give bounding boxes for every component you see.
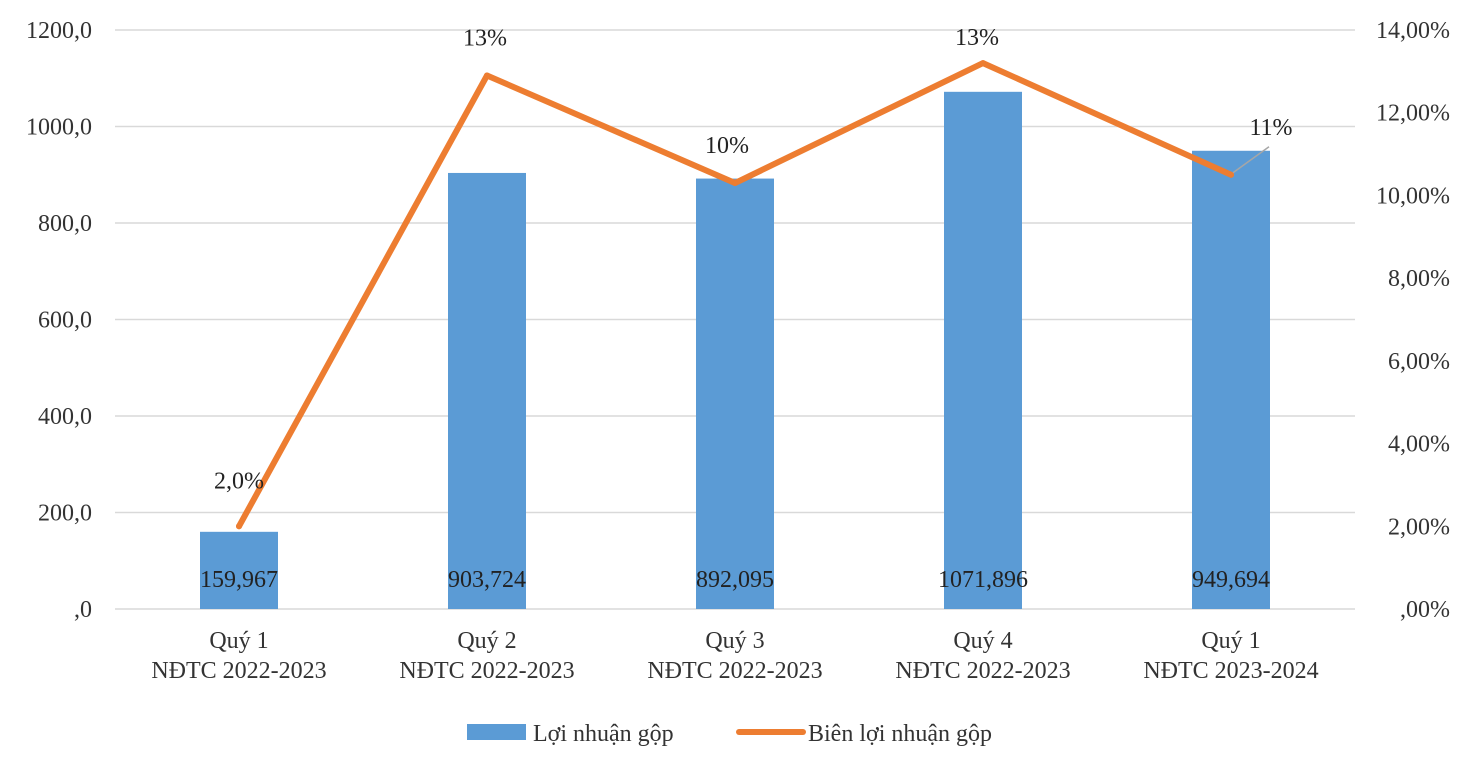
- y-left-tick-label: 800,0: [38, 211, 92, 237]
- line-data-label: 13%: [955, 25, 999, 51]
- x-tick-label: Quý 2 NĐTC 2022-2023: [399, 628, 574, 684]
- line-point: [236, 523, 242, 530]
- x-tick-label: Quý 1 NĐTC 2022-2023: [151, 628, 326, 684]
- y-left-tick-label: ,0: [74, 597, 92, 623]
- y-left-tick-label: 600,0: [38, 308, 92, 334]
- x-axis: Quý 1 NĐTC 2022-2023 Quý 2 NĐTC 2022-2023 Qu…: [151, 628, 1318, 684]
- line-data-label: 2,0%: [214, 468, 264, 494]
- legend-swatch-bar: [467, 724, 526, 740]
- y-right-tick-label: 10,00%: [1376, 183, 1450, 209]
- bar-data-label: 949,694: [1192, 567, 1270, 593]
- line-data-label: 10%: [705, 133, 749, 159]
- label-leader-line: [1232, 146, 1270, 174]
- bar: [448, 172, 526, 609]
- x-tick-label: Quý 4 NĐTC 2022-2023: [895, 628, 1070, 684]
- legend: Lợi nhuận gộp Biên lợi nhuận gộp: [467, 721, 992, 747]
- line-point: [484, 72, 490, 79]
- bar: [200, 531, 278, 609]
- legend-label-line: Biên lợi nhuận gộp: [808, 721, 992, 747]
- line-point: [1228, 171, 1234, 178]
- y-left-tick-label: 1200,0: [26, 18, 92, 44]
- y-left-tick-label: 200,0: [38, 501, 92, 527]
- bar: [696, 178, 774, 610]
- line-point: [732, 180, 738, 187]
- x-tick-label: Quý 3 NĐTC 2022-2023: [647, 628, 822, 684]
- bar-data-label: 159,967: [200, 567, 278, 593]
- y-right-tick-label: 2,00%: [1388, 514, 1450, 540]
- y-right-tick-label: 14,00%: [1376, 18, 1450, 44]
- bar: [944, 91, 1022, 609]
- bar-data-label: 1071,896: [938, 567, 1028, 593]
- line-data-label: 11%: [1249, 115, 1292, 141]
- y-right-tick-label: 8,00%: [1388, 266, 1450, 292]
- line-data-label: 13%: [463, 25, 507, 51]
- y-right-tick-label: 12,00%: [1376, 101, 1450, 127]
- bar-data-label: 903,724: [448, 567, 526, 593]
- margin-line: [236, 60, 1234, 530]
- y-left-tick-label: 400,0: [38, 404, 92, 430]
- bar: [1192, 150, 1270, 609]
- x-tick-label: Quý 1 NĐTC 2023-2024: [1143, 628, 1318, 684]
- legend-label-bar: Lợi nhuận gộp: [533, 721, 674, 747]
- bars: [200, 91, 1270, 610]
- data-labels: 159,967 903,724 892,095 1071,896 949,694 2,0%…: [200, 25, 1293, 593]
- y-axis-right: ,00% 2,00% 4,00% 6,00% 8,00% 10,00% 12,00% 14,0…: [1376, 18, 1450, 623]
- y-right-tick-label: 6,00%: [1388, 349, 1450, 375]
- bar-data-label: 892,095: [696, 567, 774, 593]
- y-right-tick-label: 4,00%: [1388, 432, 1450, 458]
- line-point: [980, 60, 986, 67]
- y-left-tick-label: 1000,0: [26, 115, 92, 141]
- y-right-tick-label: ,00%: [1400, 597, 1450, 623]
- y-axis-left: ,0 200,0 400,0 600,0 800,0 1000,0 1200,0: [26, 18, 92, 623]
